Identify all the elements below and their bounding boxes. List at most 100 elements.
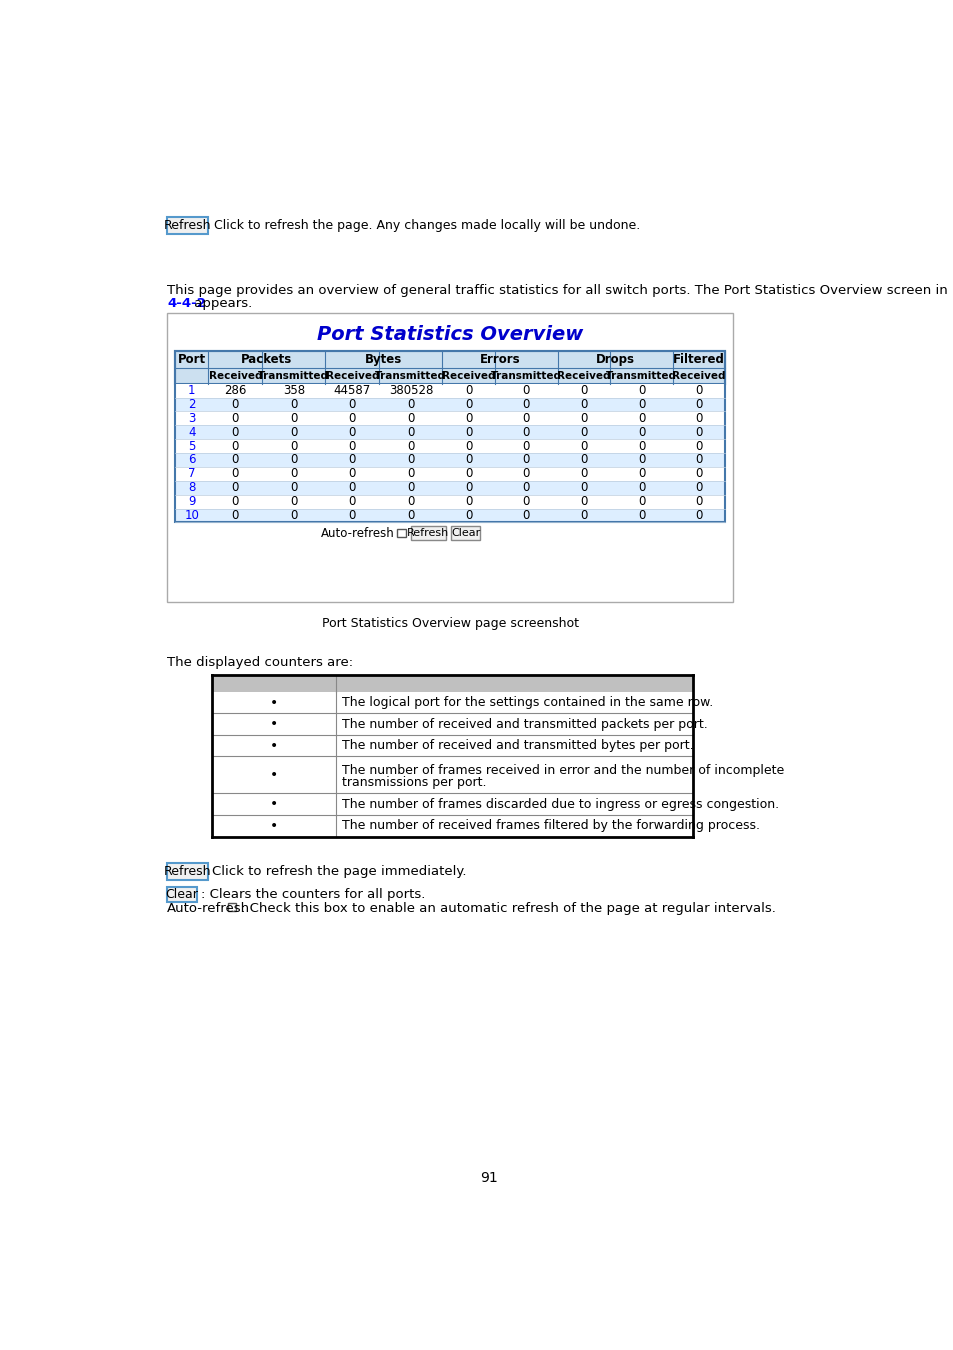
Text: 0: 0 [638,398,644,410]
Text: Port Statistics Overview: Port Statistics Overview [316,325,582,344]
Text: 0: 0 [522,385,529,397]
Text: Received: Received [441,371,495,381]
Bar [174,398,724,412]
Text: 0: 0 [407,509,415,522]
Text: 0: 0 [579,509,587,522]
Text: 0: 0 [695,509,702,522]
Text: 0: 0 [290,412,297,425]
Text: 0: 0 [579,385,587,397]
Bar [212,675,692,691]
Text: 0: 0 [638,481,644,494]
Text: 0: 0 [638,385,644,397]
Text: The number of received frames filtered by the forwarding process.: The number of received frames filtered b… [342,819,760,832]
Text: Filtered: Filtered [673,354,724,366]
Text: 0: 0 [232,481,239,494]
Text: 0: 0 [695,412,702,425]
Text: 0: 0 [522,467,529,481]
Text: 0: 0 [579,454,587,467]
Text: The number of frames discarded due to ingress or egress congestion.: The number of frames discarded due to in… [342,798,779,811]
Text: 358: 358 [282,385,305,397]
Text: 0: 0 [232,454,239,467]
Text: 0: 0 [695,495,702,508]
Text: •: • [270,738,278,753]
Text: 0: 0 [232,495,239,508]
Text: Click to refresh the page immediately.: Click to refresh the page immediately. [212,865,466,879]
Text: 0: 0 [695,385,702,397]
Text: 0: 0 [407,398,415,410]
Text: 0: 0 [348,509,355,522]
Text: 0: 0 [290,481,297,494]
Text: 0: 0 [695,425,702,439]
Text: •: • [270,818,278,833]
Text: 0: 0 [522,398,529,410]
Text: 0: 0 [290,440,297,452]
Text: 7: 7 [188,467,195,481]
Text: 1: 1 [188,385,195,397]
Text: The logical port for the settings contained in the same row.: The logical port for the settings contai… [342,697,713,709]
Text: appears.: appears. [190,297,252,309]
Text: Click to refresh the page. Any changes made locally will be undone.: Click to refresh the page. Any changes m… [213,220,639,232]
Bar [174,454,724,467]
Bar [167,313,732,602]
Text: The number of received and transmitted bytes per port.: The number of received and transmitted b… [342,740,694,752]
Text: 0: 0 [348,495,355,508]
Bar [167,887,196,902]
Bar [397,528,406,537]
Bar [174,439,724,454]
Text: 0: 0 [348,440,355,452]
Text: 0: 0 [290,398,297,410]
Text: 0: 0 [579,412,587,425]
Text: 0: 0 [232,398,239,410]
Text: 0: 0 [407,425,415,439]
Bar [410,526,446,540]
Text: 0: 0 [464,495,472,508]
Text: Received: Received [557,371,610,381]
Text: 0: 0 [348,412,355,425]
Text: 0: 0 [638,495,644,508]
Text: 0: 0 [522,481,529,494]
Text: 9: 9 [188,495,195,508]
Text: 0: 0 [232,509,239,522]
Text: Clear: Clear [166,888,198,900]
Text: 0: 0 [232,440,239,452]
Text: Drops: Drops [595,354,634,366]
Text: •: • [270,798,278,811]
Text: 0: 0 [695,398,702,410]
Text: 0: 0 [464,425,472,439]
Text: Port: Port [177,354,206,366]
Text: 0: 0 [464,385,472,397]
Text: 0: 0 [522,412,529,425]
Text: 4: 4 [188,425,195,439]
Text: 0: 0 [638,509,644,522]
Text: 0: 0 [407,454,415,467]
Text: Auto-refresh: Auto-refresh [320,526,394,540]
Text: 0: 0 [464,481,472,494]
Text: 0: 0 [695,454,702,467]
Text: 0: 0 [638,425,644,439]
Text: This page provides an overview of general traffic statistics for all switch port: This page provides an overview of genera… [167,284,953,297]
Text: •: • [270,717,278,732]
Text: 0: 0 [638,412,644,425]
Text: 0: 0 [348,454,355,467]
Text: 380528: 380528 [388,385,433,397]
Bar [212,756,692,794]
Text: •: • [270,768,278,782]
Text: Transmitted: Transmitted [605,371,677,381]
Text: 4-4-2: 4-4-2 [167,297,206,309]
Text: 0: 0 [464,398,472,410]
Text: 0: 0 [579,481,587,494]
Bar [212,815,692,837]
Text: Received: Received [672,371,725,381]
Text: •: • [270,695,278,710]
Bar [212,794,692,815]
Text: 0: 0 [579,495,587,508]
Bar [174,425,724,439]
Text: 0: 0 [464,440,472,452]
Text: 91: 91 [479,1172,497,1185]
Text: Received: Received [209,371,262,381]
Text: : Check this box to enable an automatic refresh of the page at regular intervals: : Check this box to enable an automatic … [241,902,775,915]
Text: 6: 6 [188,454,195,467]
Text: Port Statistics Overview page screenshot: Port Statistics Overview page screenshot [321,617,578,630]
Text: 0: 0 [638,467,644,481]
Text: The number of received and transmitted packets per port.: The number of received and transmitted p… [342,718,707,730]
